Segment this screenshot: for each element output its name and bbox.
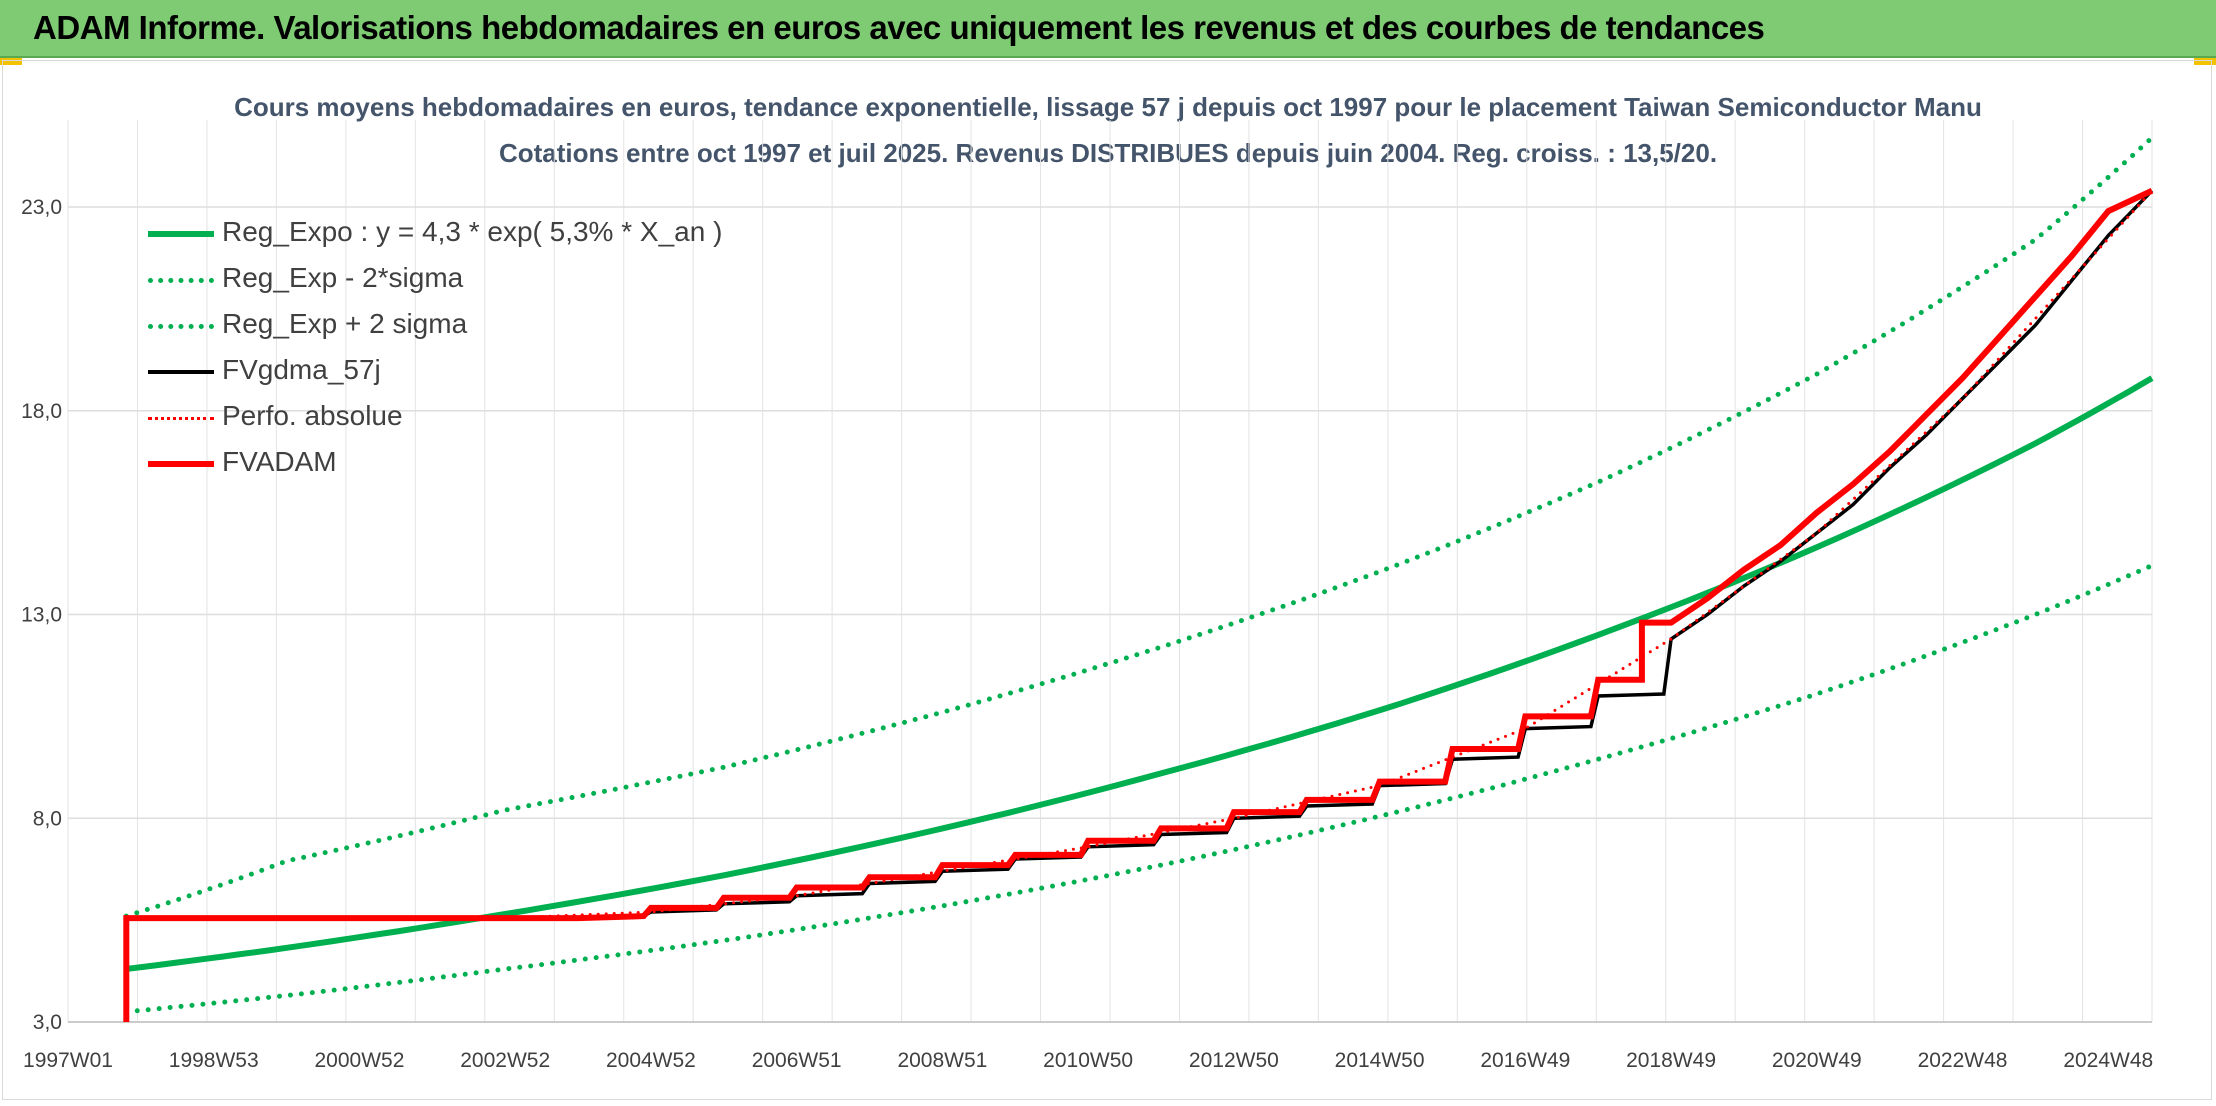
series-line-3 (124, 189, 2154, 1022)
legend-label: FVADAM (222, 446, 337, 477)
x-tick-label: 2024W48 (2063, 1049, 2153, 1072)
series-line-2 (123, 135, 2155, 919)
legend-swatch (148, 323, 214, 329)
legend-item: Reg_Expo : y = 4,3 * exp( 5,3% * X_an ) (148, 214, 722, 254)
chart-subtitle: Cotations entre oct 1997 et juil 2025. R… (498, 138, 1718, 168)
x-tick-label: 2010W50 (1043, 1049, 1133, 1072)
x-tick-label: 2000W52 (315, 1049, 405, 1072)
x-tick-label: 2018W49 (1626, 1049, 1716, 1072)
x-tick-label: 2004W52 (606, 1049, 696, 1072)
corner-marker-left (0, 58, 22, 65)
y-tick-label: 8,0 (33, 807, 62, 830)
legend-swatch (148, 370, 214, 374)
series-line-5 (123, 187, 2154, 1022)
x-tick-label: 2002W52 (460, 1049, 550, 1072)
y-tick-label: 13,0 (21, 604, 62, 627)
x-tick-label: 2022W48 (1918, 1049, 2008, 1072)
y-tick-label: 3,0 (33, 1011, 62, 1034)
legend-swatch (148, 277, 214, 283)
series-line-1 (123, 563, 2155, 1015)
x-tick-label: 2014W50 (1335, 1049, 1425, 1072)
x-tick-label: 2006W51 (752, 1049, 842, 1072)
x-tick-label: 2020W49 (1772, 1049, 1862, 1072)
legend-item: Reg_Exp + 2 sigma (148, 306, 708, 346)
legend-label: Perfo. absolue (222, 400, 403, 431)
series-line-0 (125, 375, 2154, 972)
legend-item: Reg_Exp - 2*sigma (148, 260, 708, 300)
legend-swatch (148, 416, 214, 420)
chart-frame (2, 60, 2212, 1100)
y-tick-label: 23,0 (21, 196, 62, 219)
legend-label: Reg_Exp - 2*sigma (222, 262, 464, 293)
legend-item: FVADAM (148, 444, 708, 484)
x-tick-label: 2012W50 (1189, 1049, 1279, 1072)
corner-marker-right (2194, 58, 2216, 65)
report-header: ADAM Informe. Valorisations hebdomadaire… (0, 0, 2216, 58)
legend-swatch (148, 461, 214, 467)
legend-label: FVgdma_57j (222, 354, 381, 385)
legend-label: Reg_Exp + 2 sigma (222, 308, 468, 339)
report-title: ADAM Informe. Valorisations hebdomadaire… (33, 9, 1765, 46)
legend-item: Perfo. absolue (148, 398, 708, 438)
x-tick-label: 1998W53 (169, 1049, 259, 1072)
chart-title: Cours moyens hebdomadaires en euros, ten… (234, 92, 1982, 122)
y-tick-label: 18,0 (21, 400, 62, 423)
x-tick-label: 2008W51 (897, 1049, 987, 1072)
x-tick-label: 1997W01 (23, 1049, 113, 1072)
legend-swatch (148, 231, 214, 237)
legend-label: Reg_Expo : y = 4,3 * exp( 5,3% * X_an ) (222, 216, 723, 247)
legend-item: FVgdma_57j (148, 352, 708, 392)
x-tick-label: 2016W49 (1480, 1049, 1570, 1072)
